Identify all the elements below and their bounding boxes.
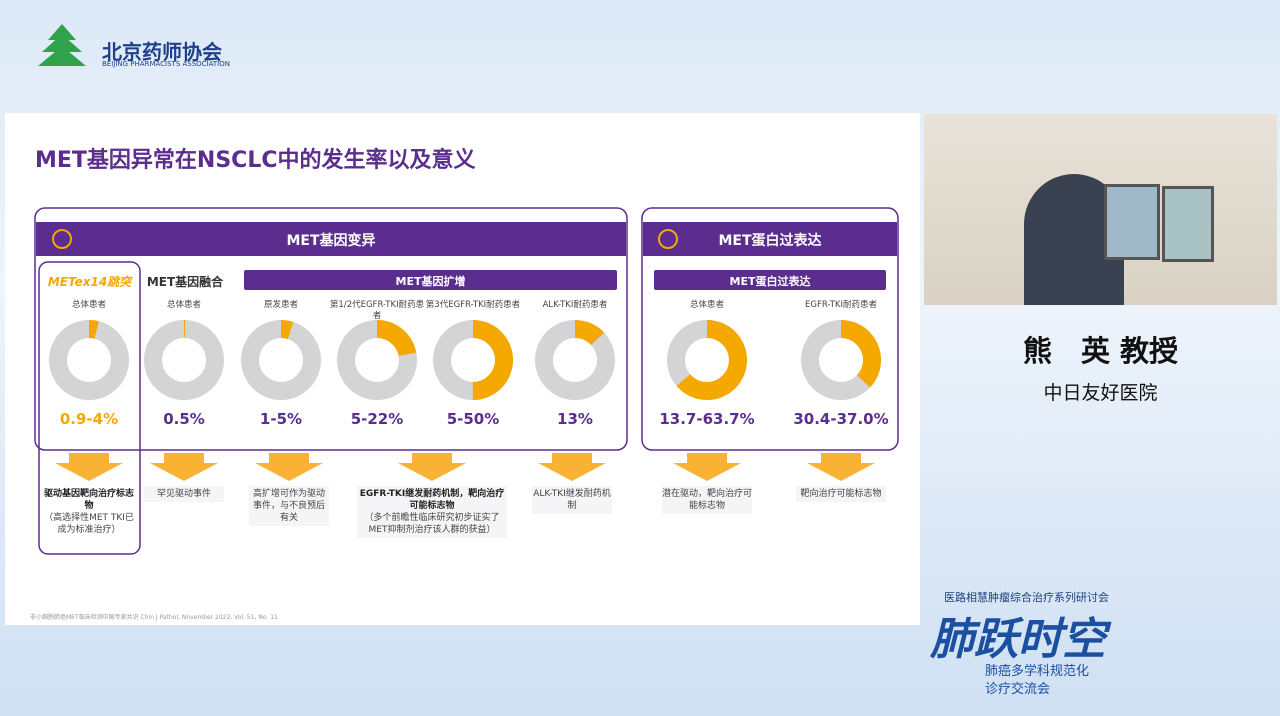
group-title: MET蛋白过表达 [718,233,822,249]
donut-segment [433,320,513,400]
note-bold: 驱动基因靶向治疗标志物 [43,489,134,511]
donut-population: 总体患者 [71,300,106,310]
subgroup-title: MET基因融合 [146,275,224,289]
event-series: 医路相慧肿瘤综合治疗系列研讨会 [944,591,1109,604]
note-bold: EGFR-TKI继发耐药机制，靶向治疗可能标志物 [359,489,505,511]
speaker-hospital: 中日友好医院 [1043,382,1158,404]
org-name-en: BEIJING PHARMACISTS ASSOCIATION [102,60,230,68]
donut-population: 原发患者 [263,300,298,310]
subgroup-title: MET基因扩增 [395,275,466,288]
group-box [641,207,899,451]
slide-title: MET基因异常在NSCLC中的发生率以及意义 [35,148,476,173]
donut-segment [801,320,881,400]
donut-value: 30.4-37.0% [793,410,889,428]
event-title: 肺跃时空 [930,614,1106,665]
donut-segment [144,320,224,400]
donut-value: 5-22% [350,410,404,428]
note: 驱动基因靶向治疗标志物 （高选择性MET TKI已成为标准治疗） [42,486,136,538]
subgroup-title: MET蛋白过表达 [729,275,811,288]
donut-value: 5-50% [446,410,500,428]
note-text: （多个前瞻性临床研究初步证实了MET抑制剂治疗该人群的获益） [364,513,500,535]
event-subtitle: 肺癌多学科规范化 [985,664,1090,679]
donut-value: 13% [557,410,593,428]
arrow [398,453,466,481]
donut-value: 1-5% [259,410,303,428]
note: 高扩增可作为驱动事件，与不良预后有关 [249,486,329,526]
donut-segment [241,320,321,400]
note-text: ALK-TKI继发耐药机制 [533,489,611,511]
logo [38,24,86,66]
org-name: 北京药师协会 [102,40,222,64]
speaker-video [924,114,1277,305]
painting [1162,186,1214,262]
donut-population: ALK-TKI耐药患者 [542,300,608,310]
arrow [673,453,741,481]
group-title: MET基因变异 [286,233,376,249]
donut-population: 第3代EGFR-TKI耐药患者 [425,300,521,310]
note-text: 罕见驱动事件 [156,489,211,499]
note: ALK-TKI继发耐药机制 [532,486,612,514]
group-header [643,222,897,256]
note: 罕见驱动事件 [144,486,224,502]
event-subtitle: 诊疗交流会 [985,682,1051,697]
donut-track [241,320,321,400]
subgroup-title: METex14跳突 [47,275,132,289]
note-text: 靶向治疗可能标志物 [800,489,882,499]
donut-population: EGFR-TKI耐药患者 [805,300,877,310]
donut-segment [535,320,615,400]
subgroup-bar [654,270,886,290]
subgroup-bar [244,270,617,290]
donut-population: 总体患者 [689,300,724,310]
donut-track [49,320,129,400]
donut-population: 第1/2代EGFR-TKI耐药患者 [329,300,425,321]
note: 潜在驱动，靶向治疗可能标志物 [662,486,752,514]
note-text: 高扩增可作为驱动事件，与不良预后有关 [252,489,325,523]
arrow [538,453,606,481]
donut-segment [49,320,129,400]
group-box [34,207,628,451]
icon [52,229,72,249]
painting [1104,184,1160,260]
arrow [55,453,123,481]
footnote: 非小细胞肺癌MET临床检测中国专家共识 Chin J Pathol, Novem… [30,614,278,621]
note-text: （高选择性MET TKI已成为标准治疗） [44,513,134,535]
group-header [36,222,626,256]
arrow [807,453,875,481]
note: EGFR-TKI继发耐药机制，靶向治疗可能标志物 （多个前瞻性临床研究初步证实了M… [357,486,507,538]
donut-segment [337,320,417,400]
arrow [150,453,218,481]
icon [658,229,678,249]
note: 靶向治疗可能标志物 [796,486,886,502]
highlight-box [38,261,141,555]
speaker-name: 熊 英 教授 [1022,334,1179,368]
donut-segment [667,320,747,400]
note-text: 潜在驱动，靶向治疗可能标志物 [662,489,753,511]
donut-population: 总体患者 [166,300,201,310]
donut-track [144,320,224,400]
donut-value: 0.5% [163,410,205,428]
donut-value: 0.9-4% [59,410,119,428]
arrow [255,453,323,481]
donut-value: 13.7-63.7% [659,410,755,428]
